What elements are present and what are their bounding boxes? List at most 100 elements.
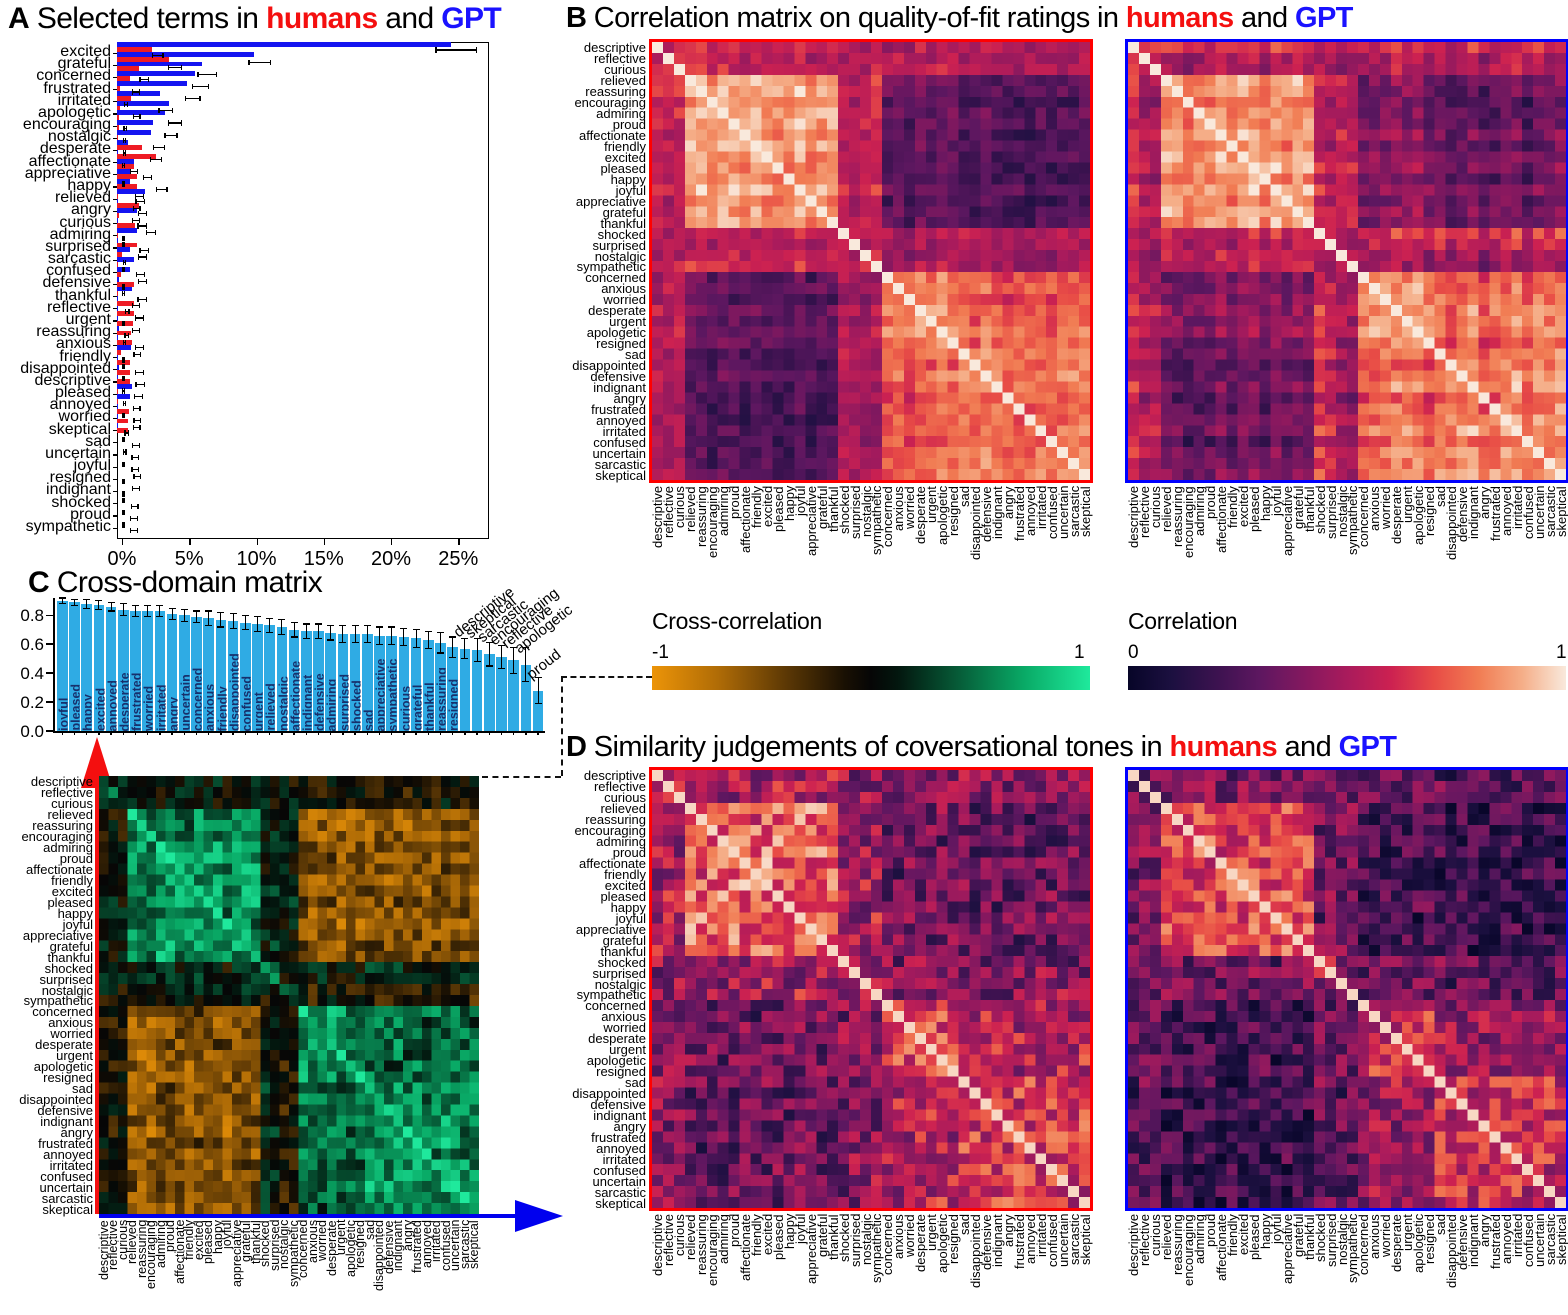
err-cross-indignant-cap-lo: [302, 637, 310, 640]
term-label-shocked: shocked: [51, 493, 111, 511]
term-label-relieved: relieved: [54, 189, 111, 207]
row-label-anxious: anxious: [601, 281, 646, 297]
err-human-reflective-cap-lo: [125, 308, 127, 314]
row-label-encouraging: encouraging: [574, 823, 646, 839]
ytick-indignant: [113, 490, 117, 493]
panel-a-title-humans: humans: [266, 2, 378, 35]
err-human-shocked-cap-lo: [130, 503, 132, 509]
bar-cross-admiring: admiring: [325, 632, 336, 731]
err-gpt-encouraging-cap-hi: [181, 120, 183, 126]
heatmap-d-gpt: [1125, 767, 1568, 1211]
err-human-curious-cap-hi: [145, 223, 147, 229]
panel-b-title: B Correlation matrix on quality-of-fit r…: [566, 2, 1353, 35]
row-label-descriptive: descriptive: [583, 768, 646, 784]
err-human-confused-cap-hi: [144, 272, 146, 278]
err-human-happy-cap-hi: [166, 186, 168, 193]
err-human-indignant-cap-hi: [123, 491, 125, 497]
bar-gpt-encouraging: [117, 100, 170, 106]
row-label-curious: curious: [604, 790, 646, 806]
err-human-reassuring-cap-lo: [124, 333, 126, 339]
bar-human-sad: [117, 359, 131, 365]
err-cross-happy-cap-lo: [83, 607, 91, 609]
bar-human-friendly: [117, 291, 119, 297]
bar-gpt-pleased: [117, 315, 119, 321]
err-cross-nostalgic-cap-hi: [278, 619, 286, 621]
err-cross-reassuring-line: [439, 632, 442, 653]
c-xtick-irritated: [159, 731, 161, 735]
bar-label-friendly: friendly: [215, 685, 227, 731]
cross-correlation-colorbar: [652, 666, 1090, 690]
err-cross-proud-cap-lo: [534, 702, 542, 705]
panel-b-title-and: and: [1233, 2, 1295, 34]
err-gpt-annoyed-cap-lo: [122, 400, 124, 406]
bar-cross-excited: excited: [93, 605, 105, 731]
err-cross-annoyed-cap-lo: [107, 610, 115, 612]
err-gpt-angry-cap-hi: [139, 205, 141, 211]
err-cross-pleased-line: [73, 599, 76, 606]
err-gpt-disappointed-cap-hi: [123, 364, 125, 370]
c-xtick-sympathetic: [391, 731, 393, 735]
c-xtick-friendly: [220, 731, 222, 735]
bar-label-joyful: joyful: [57, 697, 68, 731]
err-human-joyful-cap-lo: [131, 467, 133, 473]
c-ytick-0.0: [46, 730, 53, 732]
err-human-resigned-cap-lo: [122, 479, 124, 485]
term-label-surprised: surprised: [45, 237, 111, 255]
panel-c-y-axis-line: [53, 598, 55, 731]
row-label-shocked: shocked: [44, 960, 93, 976]
err-gpt-relieved-cap-lo: [134, 193, 136, 199]
term-label-desperate: desperate: [39, 140, 111, 158]
row-label-angry: angry: [613, 390, 646, 406]
err-cross-descriptive-cap-lo: [461, 658, 469, 660]
err-gpt-skeptical-cap-lo: [132, 424, 134, 431]
err-human-annoyed-line: [132, 408, 140, 410]
row-label-relieved: relieved: [600, 801, 646, 817]
row-label-irritated: irritated: [602, 423, 646, 439]
term-label-frustrated: frustrated: [43, 79, 111, 97]
err-cross-resigned-cap-lo: [449, 656, 457, 658]
err-gpt-frustrated-cap-hi: [208, 83, 210, 90]
row-label-nostalgic: nostalgic: [594, 248, 646, 264]
row-label-frustrated: frustrated: [591, 1129, 646, 1145]
err-cross-urgent-cap-hi: [254, 616, 261, 618]
row-label-appreciative: appreciative: [22, 927, 93, 943]
c-xtick-indignant: [305, 731, 307, 735]
bar-cross-encouraging: [496, 657, 507, 731]
err-gpt-uncertain-cap-hi: [125, 449, 127, 455]
panel-a-title-gpt: GPT: [441, 2, 502, 35]
err-human-shocked-line: [130, 505, 138, 507]
bar-gpt-annoyed: [117, 325, 119, 331]
bar-gpt-joyful: [117, 374, 118, 380]
panel-c-title-text: Cross-domain matrix: [49, 566, 323, 599]
bar-cross-affectionate: affectionate: [288, 629, 300, 731]
err-human-joyful-line: [131, 469, 139, 471]
bar-cross-apologetic: [520, 664, 532, 731]
panel-d-title-text: Similarity judgements of coversational t…: [586, 731, 1170, 763]
x-tick-10: [256, 539, 258, 545]
err-human-reassuring-cap-hi: [127, 333, 129, 339]
panel-c-bars: joyful pleased happy excited annoyed desperat…: [53, 583, 575, 735]
err-gpt-shocked-cap-hi: [123, 498, 125, 504]
term-label-annoyed: annoyed: [49, 396, 111, 414]
err-cross-annoyed-cap-hi: [107, 601, 115, 603]
x-tick-label-25: 25%: [438, 548, 479, 570]
err-human-excited-cap-lo: [151, 52, 153, 59]
err-human-angry-line: [138, 213, 147, 215]
err-human-surprised-cap-lo: [139, 247, 141, 253]
row-label-skeptical: skeptical: [595, 467, 646, 483]
err-human-confused-cap-lo: [136, 272, 138, 278]
err-gpt-urgent-cap-lo: [134, 315, 136, 321]
bar-human-proud: [117, 418, 129, 424]
err-cross-appreciative-cap-lo: [376, 643, 383, 645]
bar-cross-confused: confused: [240, 622, 251, 731]
err-human-uncertain-cap-hi: [138, 454, 140, 461]
bar-label-affectionate: affectionate: [288, 660, 300, 731]
c-xtick-skeptical: [476, 731, 478, 735]
heatmap-b-gpt-canvas: [1128, 42, 1566, 480]
err-cross-irritated-line: [159, 605, 161, 617]
heatmap-b-gpt: [1125, 39, 1568, 483]
err-cross-nostalgic-cap-lo: [278, 633, 286, 635]
err-cross-proud-line: [537, 677, 539, 704]
bar-gpt-disappointed: [117, 296, 118, 302]
c-xtick-reflective: [513, 731, 515, 735]
